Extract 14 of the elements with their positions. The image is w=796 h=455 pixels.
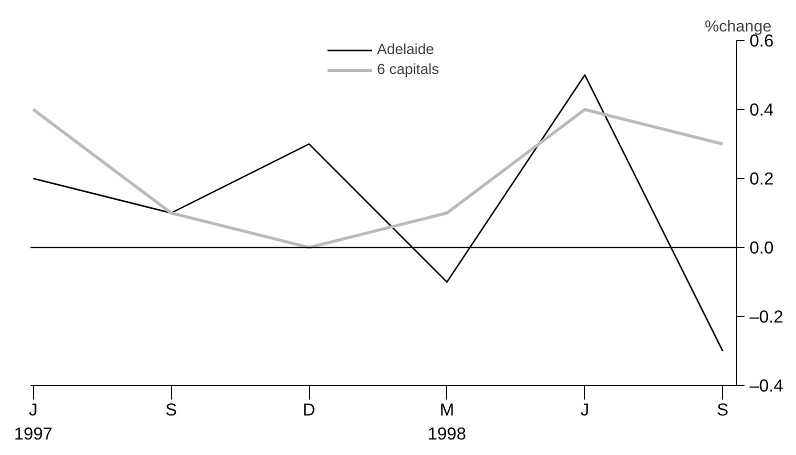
legend-label: 6 capitals [377, 62, 439, 78]
x-tick-label: S [716, 400, 728, 420]
x-tick-label: J 1997 [14, 400, 53, 444]
x-tick-label: D [302, 400, 316, 420]
x-tick-label: S [165, 400, 177, 420]
y-tick-label: 0.2 [750, 168, 774, 188]
y-tick-label: –0.2 [750, 306, 784, 326]
y-tick-label: 0.4 [750, 100, 774, 120]
line-series [32, 108, 724, 249]
y-tick-label: 0.0 [750, 238, 774, 258]
legend-label: Adelaide [377, 42, 434, 58]
y-tick-label: –0.4 [750, 376, 784, 396]
x-tick-label: J [580, 400, 590, 420]
x-tick-label: M 1998 [428, 400, 466, 444]
